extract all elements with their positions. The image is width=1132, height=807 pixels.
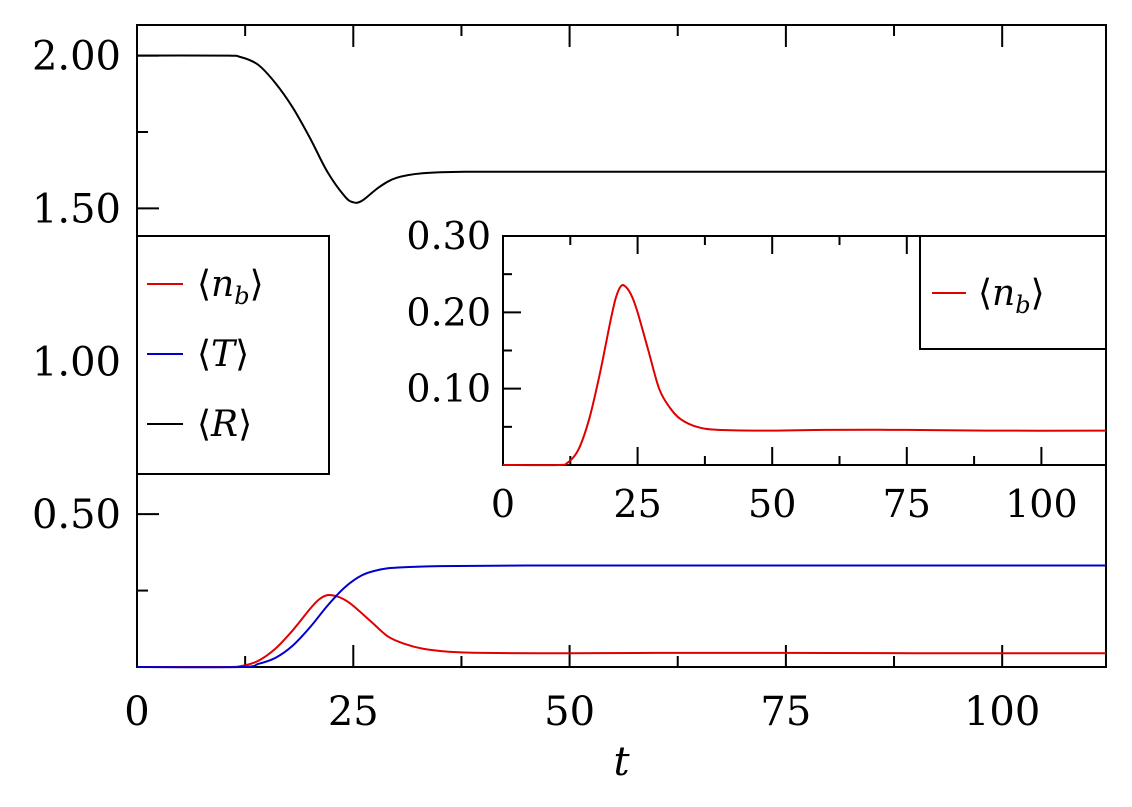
main-legend: ⟨nb⟩ ⟨T⟩ ⟨R⟩ (136, 235, 330, 475)
inset-series-line-0 (502, 284, 1107, 467)
main-x-axis-title: t (613, 739, 630, 785)
main-x-tick-label: 25 (328, 689, 379, 735)
main-y-tick-label: 2.00 (32, 34, 121, 80)
main-y-tick-label: 1.00 (32, 339, 121, 385)
inset-x-tick-label: 100 (1005, 482, 1078, 526)
inset-x-tick-label: 25 (613, 482, 661, 526)
main-legend-entry: ⟨T⟩ (197, 334, 249, 375)
main-legend-entry: ⟨nb⟩ (197, 264, 264, 310)
inset-x-tick-label: 75 (883, 482, 931, 526)
inset-y-tick-label: 0.20 (406, 290, 491, 334)
main-y-tick-label: 0.50 (32, 492, 121, 538)
inset-legend-entry: ⟨nb⟩ (978, 273, 1045, 319)
inset-y-tick-label: 0.10 (406, 367, 491, 411)
main-y-tick-label: 1.50 (32, 186, 121, 232)
main-x-tick-label: 75 (760, 689, 811, 735)
inset-legend: ⟨nb⟩ (919, 235, 1107, 350)
main-series-line-2 (136, 54, 1106, 204)
main-legend-entry: ⟨R⟩ (197, 404, 252, 445)
main-series-line-0 (136, 593, 1107, 669)
main-x-tick-label: 0 (124, 689, 149, 735)
inset-y-tick-label: 0.30 (406, 214, 491, 258)
main-x-tick-label: 50 (544, 689, 595, 735)
inset-x-tick-label: 0 (491, 482, 515, 526)
inset-x-tick-label: 50 (748, 482, 796, 526)
main-x-tick-label: 100 (964, 689, 1040, 735)
main-series-line-1 (136, 564, 1106, 669)
